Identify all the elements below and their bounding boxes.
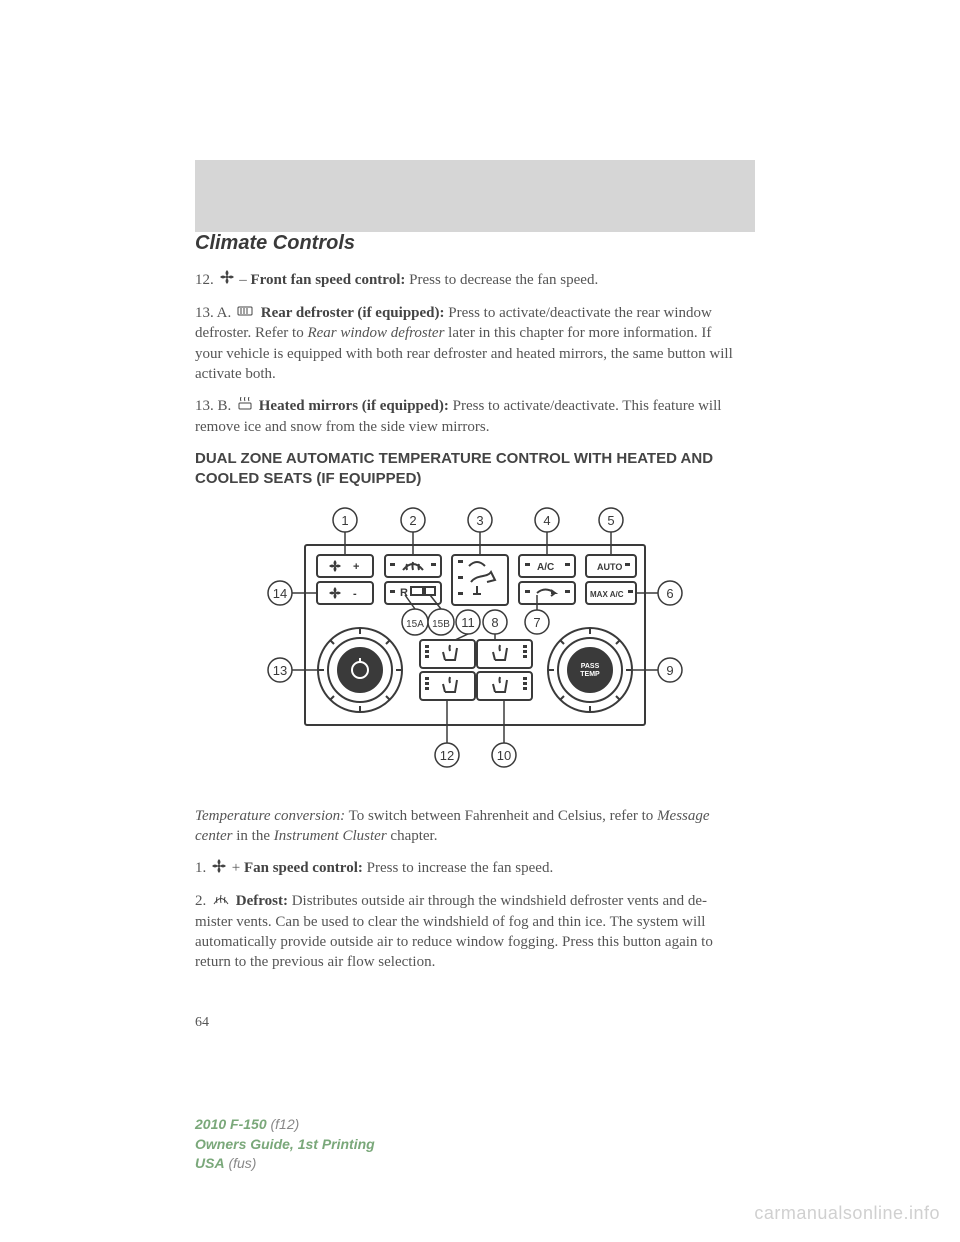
svg-text:-: - bbox=[353, 588, 357, 600]
svg-text:2: 2 bbox=[409, 513, 416, 528]
svg-text:8: 8 bbox=[491, 615, 498, 630]
svg-text:15A: 15A bbox=[406, 619, 424, 630]
fan-icon bbox=[220, 270, 234, 290]
item-13a: 13. A. Rear defroster (if equipped): Pre… bbox=[195, 303, 740, 384]
item-13a-italic: Rear window defroster bbox=[307, 325, 444, 341]
svg-text:1: 1 bbox=[341, 513, 348, 528]
svg-text:15B: 15B bbox=[432, 619, 450, 630]
svg-text:3: 3 bbox=[476, 513, 483, 528]
section-title: Climate Controls bbox=[195, 232, 355, 259]
svg-text:5: 5 bbox=[607, 513, 614, 528]
svg-text:14: 14 bbox=[273, 586, 287, 601]
svg-text:12: 12 bbox=[440, 748, 454, 763]
item-13b-bold: Heated mirrors (if equipped): bbox=[259, 398, 449, 414]
svg-text:9: 9 bbox=[666, 663, 673, 678]
temp-conv-rest2: in the bbox=[236, 828, 274, 844]
page-number: 64 bbox=[195, 1015, 209, 1031]
fan-icon bbox=[212, 859, 226, 879]
item-13b-num: 13. B. bbox=[195, 398, 231, 414]
item-13a-num: 13. A. bbox=[195, 305, 231, 321]
item-1: 1. + Fan speed control: Press to increas… bbox=[195, 858, 740, 879]
temp-conv-rest1: To switch between Fahrenheit and Celsius… bbox=[349, 808, 657, 824]
item-12-num: 12. bbox=[195, 272, 214, 288]
svg-text:11: 11 bbox=[461, 615, 475, 630]
item-2-num: 2. bbox=[195, 893, 206, 909]
footer: 2010 F-150 (f12) Owners Guide, 1st Print… bbox=[195, 1115, 375, 1174]
item-13b: 13. B. Heated mirrors (if equipped): Pre… bbox=[195, 396, 740, 437]
footer-usa: USA bbox=[195, 1155, 225, 1171]
item-12-prefix: – bbox=[239, 272, 250, 288]
svg-text:MAX A/C: MAX A/C bbox=[590, 590, 624, 599]
item-1-rest: Press to increase the fan speed. bbox=[367, 860, 554, 876]
temp-conv-italic3: Instrument Cluster bbox=[274, 828, 387, 844]
item-12-bold: Front fan speed control: bbox=[251, 272, 406, 288]
item-12: 12. – Front fan speed control: Press to … bbox=[195, 270, 740, 291]
watermark: carmanualsonline.info bbox=[754, 1203, 940, 1224]
footer-fus: (fus) bbox=[228, 1155, 256, 1171]
climate-control-diagram: + - R bbox=[255, 500, 740, 786]
item-2-bold: Defrost: bbox=[236, 893, 288, 909]
svg-text:4: 4 bbox=[543, 513, 550, 528]
header-band bbox=[195, 160, 755, 232]
item-1-num: 1. bbox=[195, 860, 206, 876]
item-1-prefix: + bbox=[232, 860, 244, 876]
svg-text:AUTO: AUTO bbox=[597, 562, 622, 572]
footer-model: 2010 F-150 bbox=[195, 1116, 267, 1132]
defrost-icon bbox=[212, 891, 230, 911]
temp-conv-rest3: chapter. bbox=[390, 828, 437, 844]
svg-text:13: 13 bbox=[273, 663, 287, 678]
body-content: 12. – Front fan speed control: Press to … bbox=[195, 270, 740, 984]
rear-defrost-icon bbox=[237, 303, 255, 323]
item-13a-bold: Rear defroster (if equipped): bbox=[261, 305, 445, 321]
svg-text:10: 10 bbox=[497, 748, 511, 763]
temp-conv-italic: Temperature conversion: bbox=[195, 808, 345, 824]
svg-text:PASS: PASS bbox=[581, 663, 600, 670]
svg-text:6: 6 bbox=[666, 586, 673, 601]
svg-text:A/C: A/C bbox=[537, 562, 554, 573]
svg-text:TEMP: TEMP bbox=[580, 671, 600, 678]
temp-conversion: Temperature conversion: To switch betwee… bbox=[195, 806, 740, 847]
footer-code: (f12) bbox=[271, 1116, 300, 1132]
heated-mirror-icon bbox=[237, 397, 253, 417]
footer-guide: Owners Guide, 1st Printing bbox=[195, 1135, 375, 1155]
svg-text:+: + bbox=[353, 561, 359, 573]
item-1-bold: Fan speed control: bbox=[244, 860, 363, 876]
item-12-rest: Press to decrease the fan speed. bbox=[409, 272, 598, 288]
svg-text:7: 7 bbox=[533, 615, 540, 630]
item-2: 2. Defrost: Distributes outside air thro… bbox=[195, 891, 740, 972]
subheading: DUAL ZONE AUTOMATIC TEMPERATURE CONTROL … bbox=[195, 449, 740, 490]
